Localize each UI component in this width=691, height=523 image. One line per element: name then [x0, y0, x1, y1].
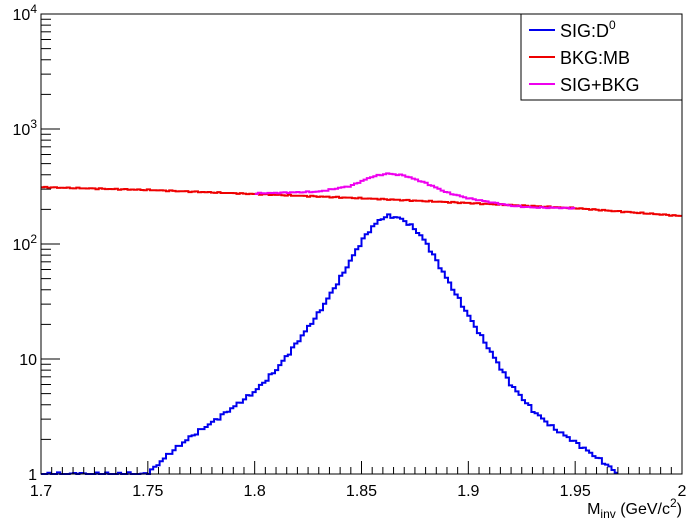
y-tick-base: 10	[13, 237, 31, 254]
x-tick-label: 1.85	[346, 483, 377, 500]
y-tick-label: 102	[13, 232, 38, 254]
y-tick-label: 10	[19, 352, 37, 369]
series-layer	[41, 172, 682, 475]
y-tick-base: 10	[13, 122, 31, 139]
y-tick-base: 10	[13, 7, 31, 24]
x-tick-label: 2	[678, 483, 687, 500]
y-tick-label: 103	[13, 117, 38, 139]
x-axis-title-sup: 2	[670, 496, 677, 510]
legend-label: BKG:MB	[560, 48, 630, 68]
y-tick-label: 104	[13, 2, 38, 24]
x-tick-label: 1.8	[244, 483, 266, 500]
x-axis-title-unit: (GeV/c	[616, 501, 670, 518]
x-axis-title-sub: inv	[600, 507, 615, 521]
legend-label-text: BKG:MB	[560, 48, 630, 68]
legend-label-text: SIG:D	[560, 21, 609, 41]
y-tick-exponent: 2	[30, 232, 37, 246]
x-axis-title-close: )	[677, 501, 682, 518]
legend-label: SIG+BKG	[560, 75, 640, 95]
legend-label-sup: 0	[609, 18, 616, 32]
x-axis: 1.7 1.75 1.8 1.85 1.9 1.95 2	[30, 461, 687, 500]
legend-label: SIG:D0	[560, 18, 616, 41]
y-tick-label: 1	[28, 467, 37, 484]
x-axis-title: Minv (GeV/c2)	[587, 496, 682, 521]
series-line-sig-bkg	[254, 172, 576, 210]
x-tick-label: 1.95	[560, 483, 591, 500]
series-line-bkg-mb	[41, 185, 682, 217]
y-tick-exponent: 3	[30, 117, 37, 131]
x-tick-label: 1.7	[30, 483, 52, 500]
x-tick-label: 1.75	[132, 483, 163, 500]
series-line-sig-d0	[41, 213, 618, 475]
x-axis-title-main: M	[587, 501, 600, 518]
legend: SIG:D0 BKG:MB SIG+BKG	[520, 13, 683, 101]
legend-label-text: SIG+BKG	[560, 75, 640, 95]
y-tick-exponent: 4	[30, 2, 37, 16]
x-tick-label: 1.9	[457, 483, 479, 500]
